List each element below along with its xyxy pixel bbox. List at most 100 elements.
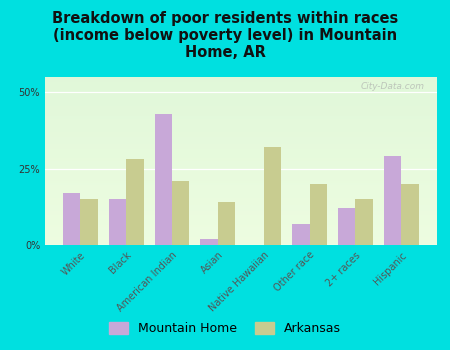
Bar <box>292 224 310 245</box>
Bar <box>126 160 144 245</box>
Bar <box>45 215 436 216</box>
Bar <box>45 77 436 79</box>
Bar <box>45 117 436 119</box>
Text: City-Data.com: City-Data.com <box>361 82 425 91</box>
Bar <box>45 99 436 100</box>
Bar <box>45 186 436 188</box>
Bar <box>45 205 436 206</box>
Bar <box>45 216 436 218</box>
Bar <box>108 199 126 245</box>
Bar <box>45 127 436 129</box>
Bar <box>45 169 436 171</box>
Bar <box>45 161 436 163</box>
Bar <box>45 230 436 232</box>
Bar <box>45 97 436 99</box>
Bar <box>45 146 436 148</box>
Bar <box>154 114 172 245</box>
Bar <box>218 202 235 245</box>
Bar <box>45 176 436 178</box>
Bar <box>172 181 189 245</box>
Bar <box>45 114 436 116</box>
Bar <box>63 193 80 245</box>
Bar <box>401 184 419 245</box>
Bar <box>45 178 436 180</box>
Bar <box>45 85 436 87</box>
Bar <box>45 151 436 153</box>
Bar <box>45 190 436 191</box>
Bar <box>45 107 436 109</box>
Bar <box>45 237 436 238</box>
Bar <box>45 201 436 203</box>
Bar <box>45 119 436 121</box>
Bar <box>45 124 436 126</box>
Bar <box>45 109 436 111</box>
Bar <box>45 238 436 240</box>
Bar <box>45 235 436 237</box>
Bar <box>384 156 401 245</box>
Bar <box>45 131 436 132</box>
Bar <box>45 106 436 107</box>
Bar <box>45 168 436 169</box>
Bar <box>45 159 436 161</box>
Bar <box>45 158 436 159</box>
Bar <box>45 142 436 144</box>
Bar <box>45 210 436 211</box>
Bar <box>45 90 436 92</box>
Bar <box>45 225 436 226</box>
Bar <box>45 240 436 241</box>
Bar <box>45 198 436 200</box>
Bar <box>45 138 436 139</box>
Bar <box>45 132 436 134</box>
Bar <box>45 228 436 230</box>
Bar <box>45 233 436 235</box>
Bar <box>45 89 436 90</box>
Bar <box>45 208 436 210</box>
Bar <box>338 208 356 245</box>
Bar <box>45 144 436 146</box>
Bar <box>45 163 436 164</box>
Bar <box>45 129 436 131</box>
Bar <box>45 213 436 215</box>
Bar <box>45 193 436 195</box>
Bar <box>45 126 436 127</box>
Bar <box>80 199 98 245</box>
Text: Breakdown of poor residents within races
(income below poverty level) in Mountai: Breakdown of poor residents within races… <box>52 10 398 60</box>
Bar <box>45 116 436 117</box>
Bar <box>45 112 436 114</box>
Bar <box>45 166 436 168</box>
Bar <box>45 180 436 181</box>
Bar <box>45 220 436 222</box>
Bar <box>45 211 436 213</box>
Bar <box>45 171 436 173</box>
Bar <box>45 191 436 193</box>
Bar <box>45 100 436 102</box>
Bar <box>45 136 436 138</box>
Bar <box>45 188 436 190</box>
Bar <box>45 199 436 201</box>
Bar <box>45 223 436 225</box>
Bar <box>45 206 436 208</box>
Bar <box>45 94 436 96</box>
Bar <box>45 84 436 85</box>
Bar <box>45 153 436 154</box>
Bar <box>45 82 436 84</box>
Bar <box>45 241 436 243</box>
Bar <box>356 199 373 245</box>
Bar <box>45 174 436 176</box>
Bar <box>310 184 327 245</box>
Bar <box>45 80 436 82</box>
Bar <box>45 111 436 112</box>
Bar <box>45 164 436 166</box>
Bar <box>45 195 436 196</box>
Bar <box>45 148 436 149</box>
Bar <box>45 79 436 80</box>
Bar <box>45 181 436 183</box>
Bar <box>45 104 436 106</box>
Bar <box>45 141 436 142</box>
Bar <box>45 87 436 89</box>
Bar <box>45 149 436 151</box>
Bar <box>45 183 436 184</box>
Bar <box>45 184 436 186</box>
Bar <box>45 218 436 220</box>
Bar <box>200 239 218 245</box>
